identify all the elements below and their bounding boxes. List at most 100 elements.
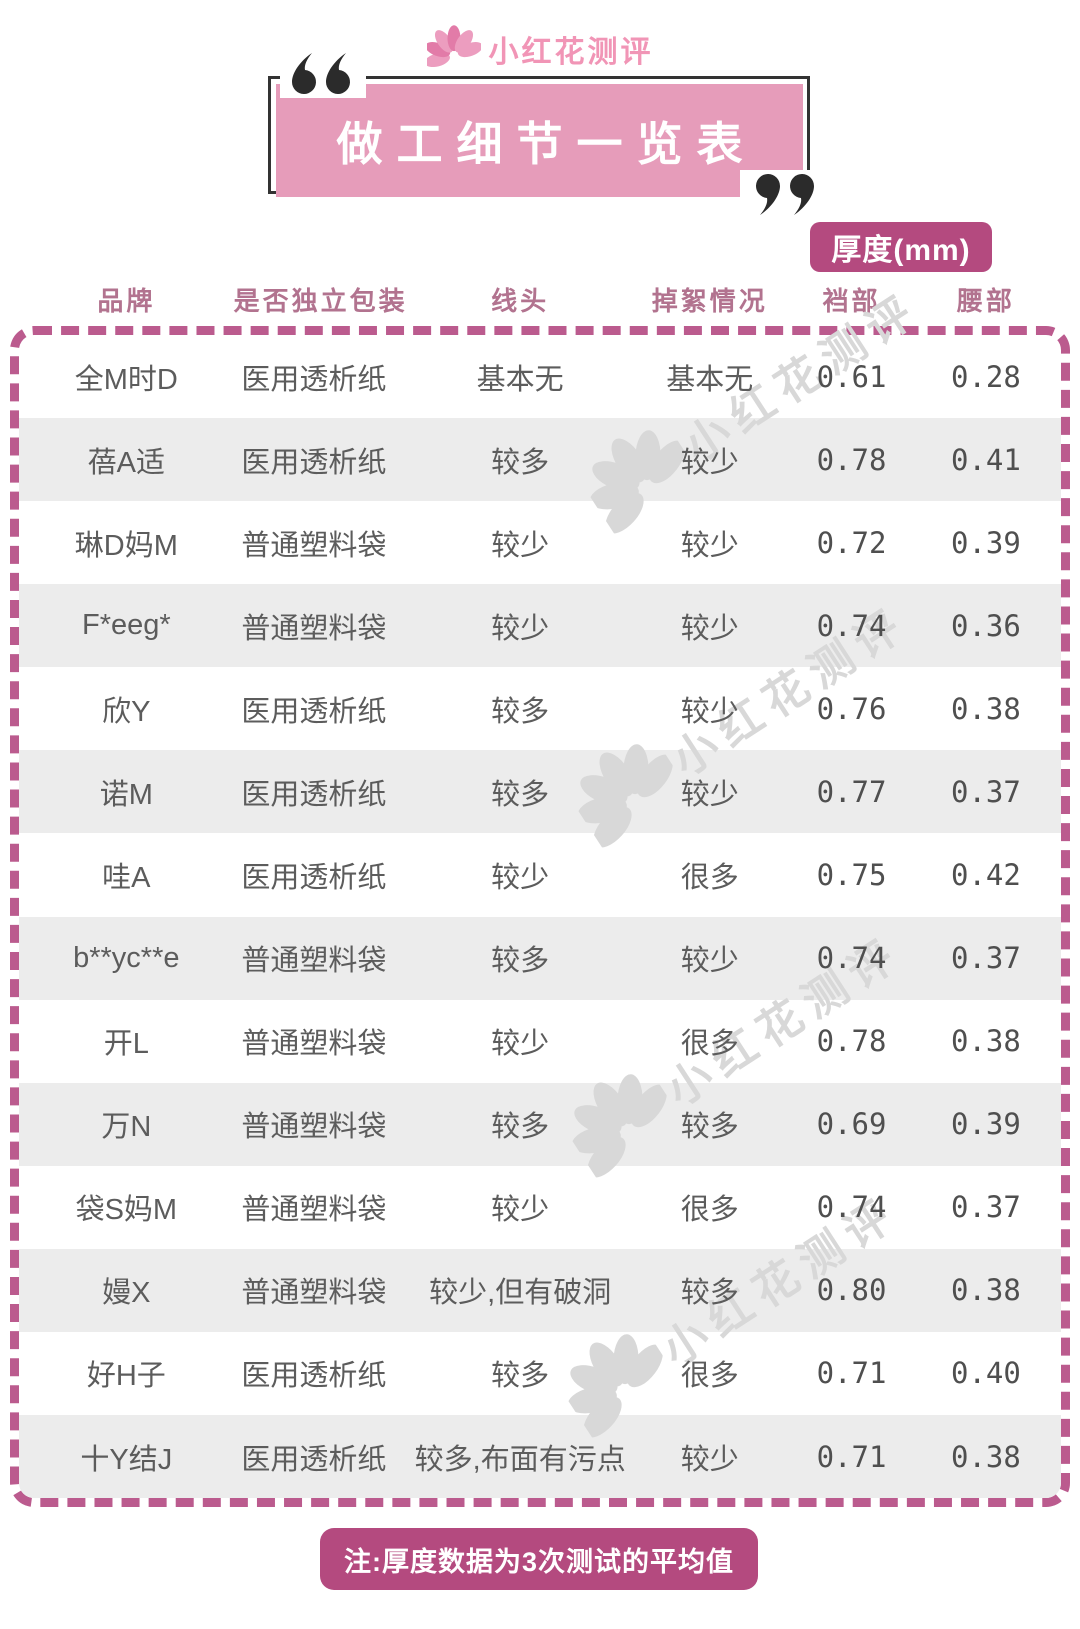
cell-brand: 嫚X <box>102 1277 151 1310</box>
cell-packaging: 普通塑料袋 <box>241 1277 387 1310</box>
data-table: 全M时D 医用透析纸 基本无 基本无 0.61 0.28 蓓A适 医用透析纸 较多 较少 0.78 0… <box>10 326 1070 1507</box>
cell-waist-thickness: 0.40 <box>951 1356 1021 1391</box>
page-title: 做工细节一览表 <box>336 117 757 170</box>
cell-lint-shedding: 很多 <box>680 1360 739 1393</box>
cell-brand: 万N <box>101 1111 152 1144</box>
brand-logo: 小红花测评 <box>0 22 1080 76</box>
open-quote-icon <box>280 50 366 98</box>
cell-lint-shedding: 基本无 <box>666 363 754 396</box>
cell-thread-ends: 较多 <box>491 1360 550 1393</box>
cell-thread-ends: 较多 <box>491 695 550 728</box>
cell-crotch-thickness: 0.75 <box>816 858 887 892</box>
cell-brand: 诺M <box>99 778 153 811</box>
thickness-unit-badge: 厚度(mm) <box>810 222 992 272</box>
cell-waist-thickness: 0.36 <box>951 608 1021 643</box>
cell-packaging: 医用透析纸 <box>241 778 387 811</box>
table-row: 十Y结J 医用透析纸 较多,布面有污点 较少 0.71 0.38 <box>19 1415 1061 1498</box>
cell-lint-shedding: 很多 <box>680 1194 739 1227</box>
cell-thread-ends: 较多 <box>491 945 550 978</box>
cell-brand: 蓓A适 <box>87 446 165 479</box>
cell-lint-shedding: 较多 <box>680 1111 739 1144</box>
cell-brand: 好H子 <box>86 1360 166 1393</box>
cell-waist-thickness: 0.37 <box>951 941 1021 976</box>
cell-brand: 哇A <box>102 862 151 894</box>
cell-thread-ends: 较少 <box>491 529 550 562</box>
table-row: 蓓A适 医用透析纸 较多 较少 0.78 0.41 <box>19 418 1061 502</box>
table-row: F*eeg* 普通塑料袋 较少 较少 0.74 0.36 <box>19 584 1061 668</box>
cell-lint-shedding: 较少 <box>680 612 739 645</box>
cell-brand: 十Y结J <box>80 1443 173 1476</box>
table-row: 开L 普通塑料袋 较少 很多 0.78 0.38 <box>19 1000 1061 1083</box>
cell-brand: 全M时D <box>74 363 178 396</box>
col-header-lint-shedding: 掉絮情况 <box>651 286 768 316</box>
cell-brand: 欣Y <box>102 695 151 728</box>
title-banner: 做工细节一览表 <box>276 84 803 197</box>
table-row: 万N 普通塑料袋 较多 较多 0.69 0.39 <box>19 1082 1061 1166</box>
cell-packaging: 医用透析纸 <box>241 1360 387 1393</box>
cell-lint-shedding: 很多 <box>680 862 739 894</box>
cell-thread-ends: 较少 <box>491 862 550 894</box>
cell-lint-shedding: 较少 <box>680 695 739 728</box>
col-header-packaging: 是否独立包装 <box>233 286 408 316</box>
table-row: 琳D妈M 普通塑料袋 较少 较少 0.72 0.39 <box>19 501 1061 584</box>
cell-waist-thickness: 0.37 <box>951 774 1021 809</box>
cell-packaging: 医用透析纸 <box>241 446 387 479</box>
cell-waist-thickness: 0.38 <box>951 691 1021 726</box>
cell-waist-thickness: 0.28 <box>951 359 1021 394</box>
cell-brand: 开L <box>103 1028 149 1061</box>
cell-packaging: 普通塑料袋 <box>241 612 387 645</box>
cell-brand: 袋S妈M <box>75 1194 178 1227</box>
cell-thread-ends: 较少 <box>491 1028 550 1061</box>
cell-lint-shedding: 很多 <box>680 1028 739 1061</box>
cell-waist-thickness: 0.38 <box>951 1024 1021 1059</box>
cell-waist-thickness: 0.38 <box>951 1439 1021 1474</box>
col-header-thread-ends: 线头 <box>491 286 550 316</box>
cell-packaging: 普通塑料袋 <box>241 1194 387 1227</box>
cell-waist-thickness: 0.39 <box>951 1107 1021 1142</box>
cell-packaging: 医用透析纸 <box>241 1443 387 1476</box>
cell-lint-shedding: 较多 <box>680 1277 739 1310</box>
cell-brand: 琳D妈M <box>74 529 178 562</box>
cell-lint-shedding: 较少 <box>680 446 739 479</box>
flower-logo-icon <box>426 25 481 68</box>
cell-waist-thickness: 0.37 <box>951 1190 1021 1225</box>
cell-thread-ends: 较多 <box>491 1111 550 1144</box>
cell-thread-ends: 较少,但有破洞 <box>429 1277 612 1310</box>
col-header-crotch-thickness: 裆部 <box>822 286 881 316</box>
cell-crotch-thickness: 0.74 <box>816 1190 887 1225</box>
table-row: 哇A 医用透析纸 较少 很多 0.75 0.42 <box>19 833 1061 916</box>
cell-waist-thickness: 0.39 <box>951 525 1021 560</box>
table-row: b**yc**e 普通塑料袋 较多 较少 0.74 0.37 <box>19 916 1061 1000</box>
cell-lint-shedding: 较少 <box>680 1443 739 1476</box>
cell-packaging: 医用透析纸 <box>241 695 387 728</box>
cell-crotch-thickness: 0.78 <box>816 1024 887 1059</box>
cell-lint-shedding: 较少 <box>680 778 739 811</box>
cell-packaging: 普通塑料袋 <box>241 1028 387 1061</box>
table-row: 全M时D 医用透析纸 基本无 基本无 0.61 0.28 <box>19 335 1061 418</box>
cell-crotch-thickness: 0.71 <box>816 1356 887 1391</box>
note-badge: 注:厚度数据为3次测试的平均值 <box>320 1528 758 1590</box>
cell-waist-thickness: 0.41 <box>951 442 1021 477</box>
close-quote-icon <box>740 170 826 218</box>
cell-crotch-thickness: 0.80 <box>816 1273 887 1308</box>
cell-brand: F*eeg* <box>81 609 171 642</box>
cell-crotch-thickness: 0.61 <box>816 359 887 394</box>
brand-logo-text: 小红花测评 <box>488 36 654 69</box>
table-row: 欣Y 医用透析纸 较多 较少 0.76 0.38 <box>19 667 1061 750</box>
cell-brand: b**yc**e <box>73 941 180 974</box>
table-row: 嫚X 普通塑料袋 较少,但有破洞 较多 0.80 0.38 <box>19 1248 1061 1332</box>
cell-waist-thickness: 0.38 <box>951 1273 1021 1308</box>
cell-packaging: 普通塑料袋 <box>241 529 387 562</box>
table-row: 诺M 医用透析纸 较多 较少 0.77 0.37 <box>19 750 1061 834</box>
cell-packaging: 普通塑料袋 <box>241 1111 387 1144</box>
cell-thread-ends: 较多 <box>491 778 550 811</box>
table-column-headers: 品牌 是否独立包装 线头 掉絮情况 裆部 腰部 <box>19 281 1061 318</box>
cell-packaging: 医用透析纸 <box>241 363 387 396</box>
cell-lint-shedding: 较少 <box>680 945 739 978</box>
cell-crotch-thickness: 0.74 <box>816 608 887 643</box>
cell-lint-shedding: 较少 <box>680 529 739 562</box>
table-row: 好H子 医用透析纸 较多 很多 0.71 0.40 <box>19 1332 1061 1415</box>
col-header-waist-thickness: 腰部 <box>956 286 1015 316</box>
cell-thread-ends: 较多 <box>491 446 550 479</box>
col-header-brand: 品牌 <box>97 286 156 316</box>
